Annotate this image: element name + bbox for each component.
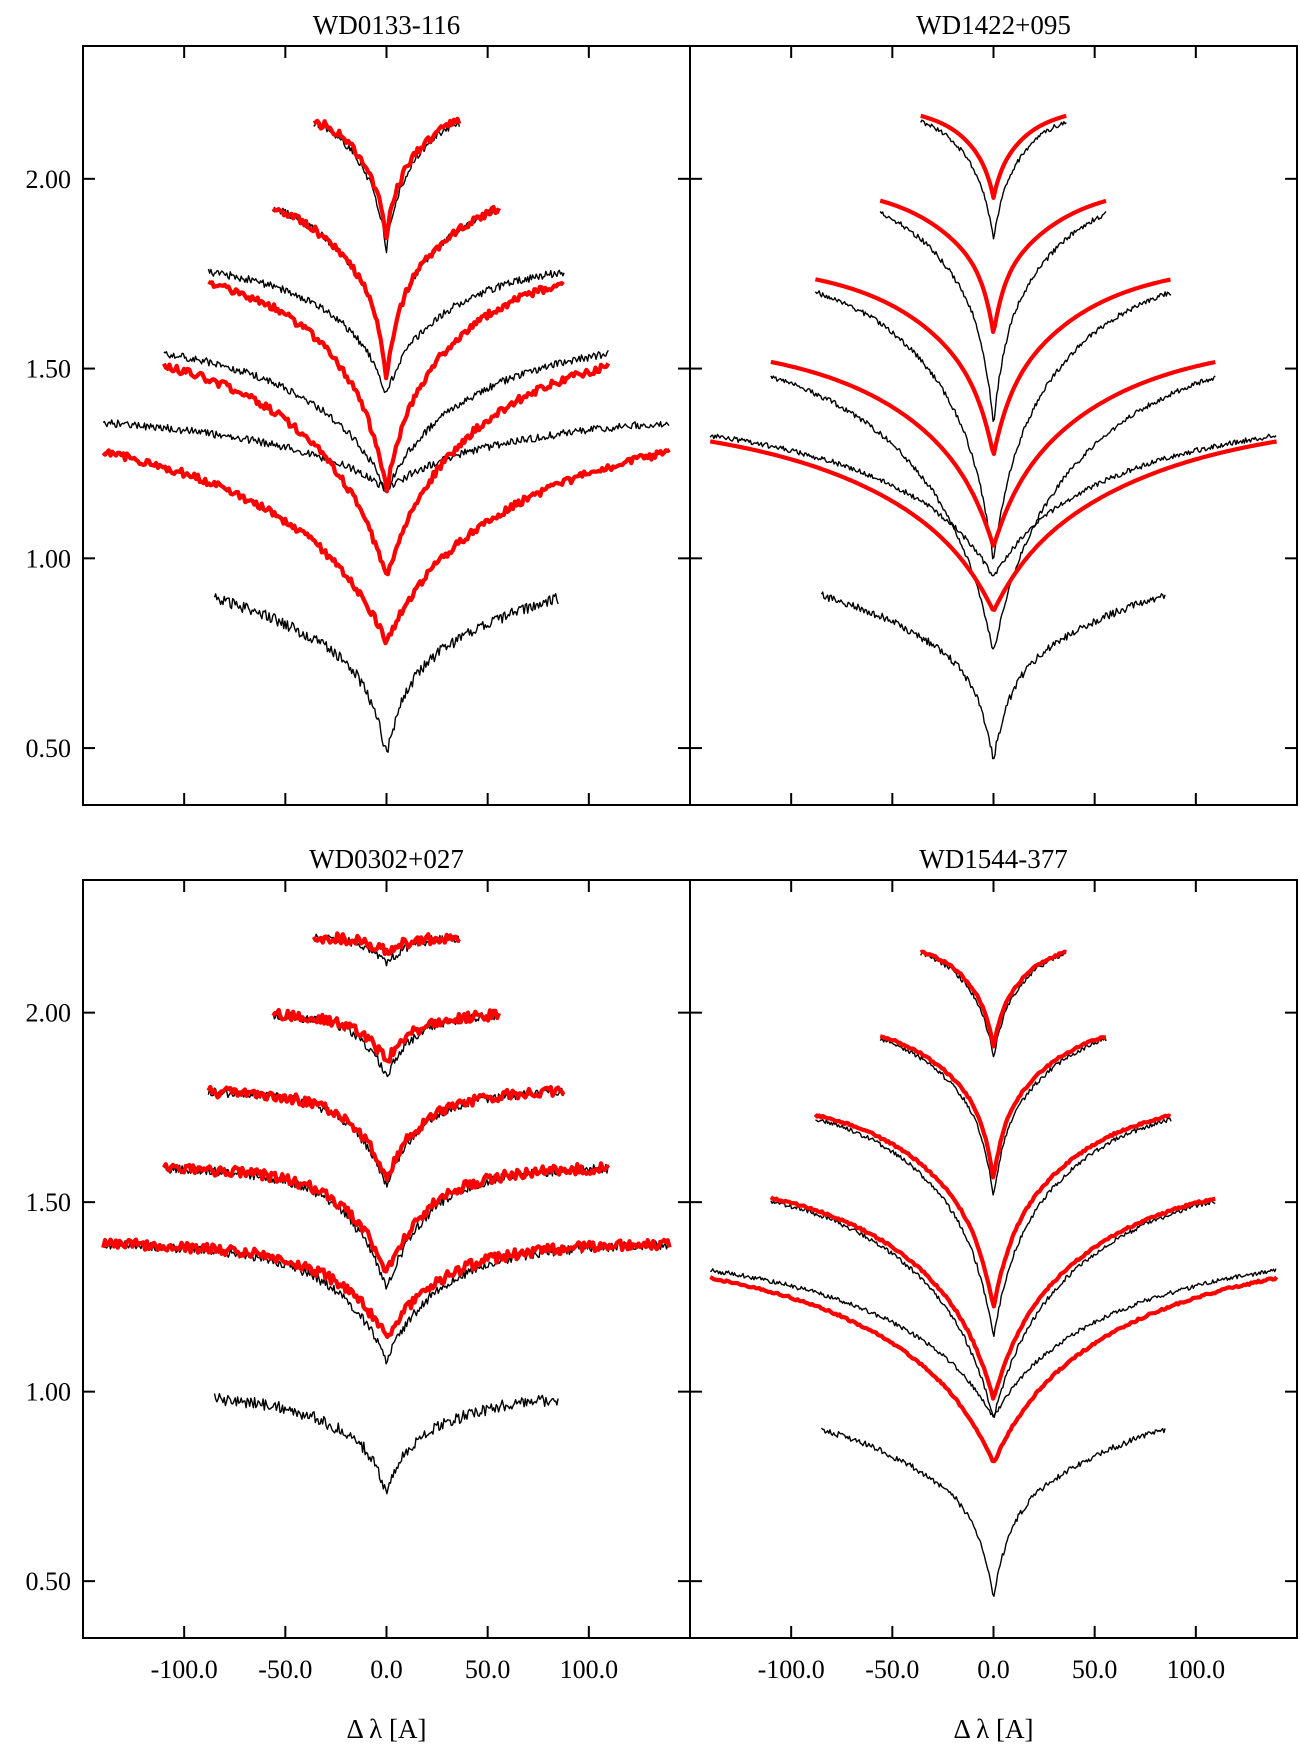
x-tick-label: 100.0 bbox=[560, 1655, 619, 1684]
observed-spectrum-line bbox=[814, 290, 1172, 560]
model-spectrum-line bbox=[879, 198, 1107, 334]
panel-title: WD1544-377 bbox=[919, 844, 1067, 874]
observed-spectrum-line bbox=[102, 1240, 670, 1365]
y-tick-label: 1.00 bbox=[26, 544, 72, 573]
x-axis-label: Δ λ [A] bbox=[347, 1714, 427, 1744]
model-spectrum-line bbox=[813, 1112, 1172, 1309]
panel-title: WD1422+095 bbox=[916, 10, 1071, 40]
model-spectrum-line bbox=[770, 359, 1216, 548]
model-spectrum-line bbox=[709, 1275, 1279, 1464]
y-tick-label: 0.50 bbox=[26, 1567, 72, 1596]
observed-spectrum-line bbox=[770, 375, 1216, 650]
y-tick-label: 1.50 bbox=[26, 1188, 72, 1217]
model-spectrum-line bbox=[814, 277, 1171, 456]
panel-2: WD1422+095 bbox=[689, 10, 1298, 806]
x-tick-label: -50.0 bbox=[865, 1655, 919, 1684]
model-spectrum-line bbox=[101, 448, 671, 646]
model-spectrum-line bbox=[101, 1237, 672, 1339]
x-tick-label: 100.0 bbox=[1167, 1655, 1226, 1684]
observed-spectrum-line bbox=[920, 951, 1067, 1058]
model-spectrum-line bbox=[920, 113, 1067, 200]
y-tick-label: 2.00 bbox=[26, 165, 72, 194]
y-tick-label: 2.00 bbox=[26, 999, 72, 1028]
panel-frame bbox=[82, 45, 691, 806]
x-tick-label: -100.0 bbox=[151, 1655, 218, 1684]
model-spectrum-line bbox=[709, 439, 1277, 612]
observed-spectrum-line bbox=[213, 1393, 559, 1495]
panel-frame bbox=[689, 45, 1298, 806]
y-tick-label: 1.50 bbox=[26, 355, 72, 384]
observed-spectrum-line bbox=[820, 591, 1166, 760]
model-spectrum-line bbox=[162, 1161, 611, 1274]
panel-3: WD0302+027 -100.0 -50.0 0.0 50.0 100.0 0.50 1.0… bbox=[26, 844, 691, 1744]
observed-spectrum-line bbox=[879, 210, 1107, 422]
x-tick-label: -100.0 bbox=[758, 1655, 825, 1684]
model-spectrum-line bbox=[271, 204, 501, 381]
x-tick-label: 50.0 bbox=[1072, 1655, 1118, 1684]
panel-4: WD1544-377 -100.0 -50.0 0.0 50.0 100.0 Δ λ [A] bbox=[689, 844, 1298, 1744]
x-axis-label: Δ λ [A] bbox=[954, 1714, 1034, 1744]
observed-spectrum-line bbox=[213, 593, 559, 753]
y-tick-label: 0.50 bbox=[26, 734, 72, 763]
model-spectrum-line bbox=[879, 1034, 1107, 1180]
x-tick-label: 0.0 bbox=[977, 1655, 1010, 1684]
y-tick-label: 1.00 bbox=[26, 1378, 72, 1407]
model-spectrum-line bbox=[769, 1195, 1216, 1401]
model-spectrum-line bbox=[207, 279, 565, 494]
panel-title: WD0133-116 bbox=[313, 10, 460, 40]
observed-spectrum-line bbox=[820, 1427, 1166, 1597]
panel-frame bbox=[689, 879, 1298, 1639]
model-spectrum-line bbox=[271, 1007, 501, 1064]
observed-spectrum-line bbox=[709, 433, 1277, 577]
panel-frame bbox=[82, 879, 691, 1639]
panel-title: WD0302+027 bbox=[309, 844, 464, 874]
panel-1: WD0133-116 0.50 1.00 1.50 2.00 bbox=[26, 10, 691, 806]
x-tick-label: 50.0 bbox=[465, 1655, 511, 1684]
x-tick-label: -50.0 bbox=[258, 1655, 312, 1684]
model-spectrum-line bbox=[206, 1084, 566, 1182]
observed-spectrum-line bbox=[207, 268, 565, 394]
model-spectrum-line bbox=[311, 931, 461, 956]
observed-spectrum-line bbox=[770, 1199, 1216, 1418]
observed-spectrum-line bbox=[920, 119, 1067, 240]
model-spectrum-line bbox=[919, 949, 1067, 1049]
model-spectrum-line bbox=[312, 116, 462, 241]
model-spectrum-line bbox=[162, 362, 611, 577]
x-tick-label: 0.0 bbox=[370, 1655, 403, 1684]
observed-spectrum-line bbox=[815, 1117, 1172, 1337]
